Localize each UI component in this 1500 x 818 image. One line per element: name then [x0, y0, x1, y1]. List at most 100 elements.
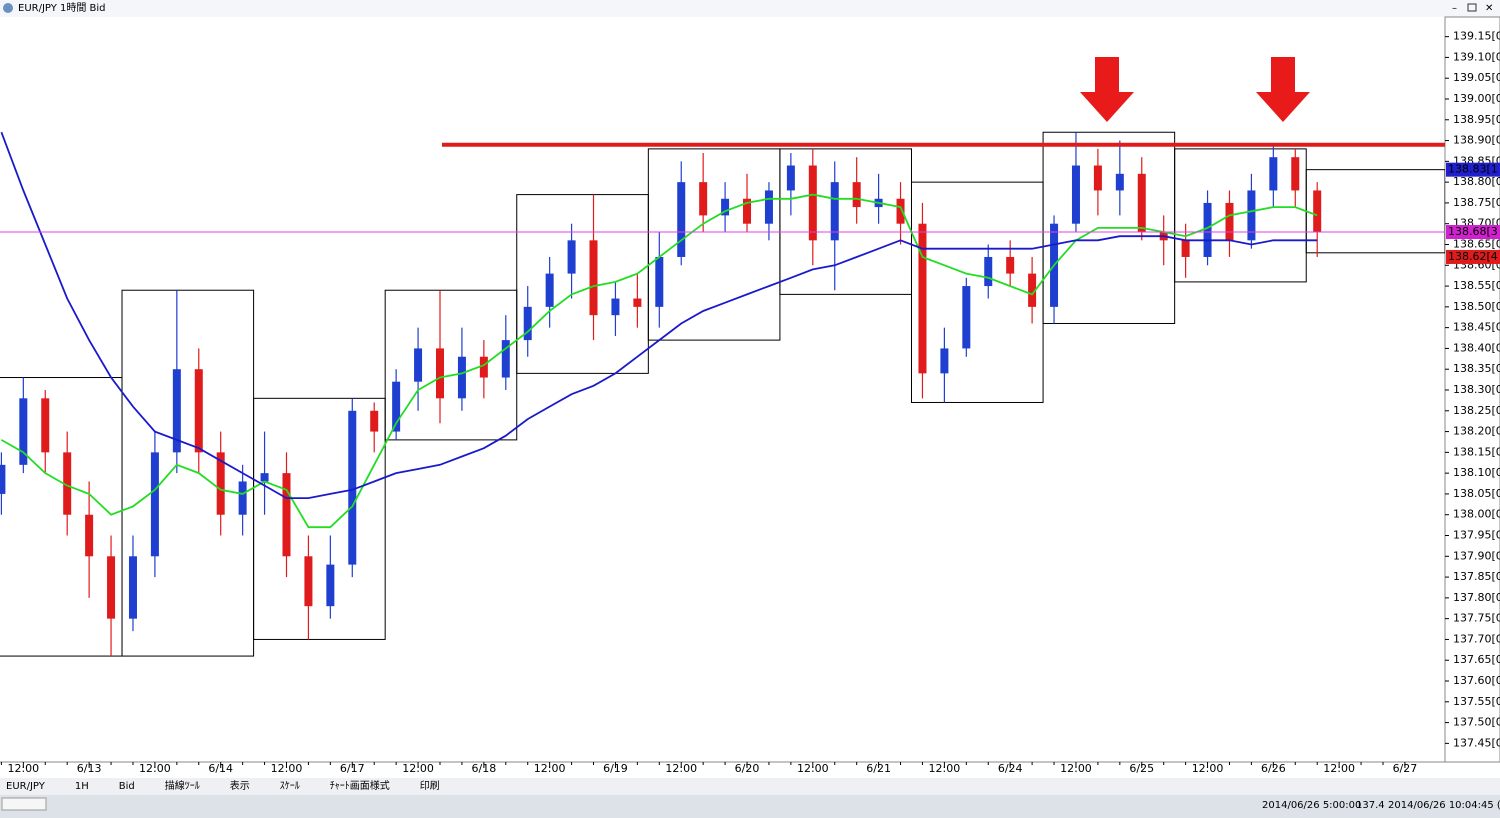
maximize[interactable]	[1467, 3, 1477, 12]
toolbar-item[interactable]: 表示	[230, 779, 250, 792]
toolbar-item[interactable]: EUR/JPY	[6, 781, 46, 792]
x-tick-label: 6/18	[472, 762, 497, 775]
candle-body	[1115, 173, 1124, 191]
x-tick-label: 12:00	[271, 762, 303, 775]
y-tick-label: 138.55[0]	[1453, 279, 1500, 292]
y-tick-label: 137.70[0]	[1453, 632, 1500, 645]
y-tick-label: 139.15[0]	[1453, 30, 1500, 43]
plot-area	[0, 17, 1445, 762]
y-tick-label: 139.10[0]	[1453, 50, 1500, 63]
candle-body	[611, 298, 620, 316]
y-tick-label: 137.90[0]	[1453, 549, 1500, 562]
candle-body	[677, 182, 686, 257]
y-tick-label: 137.95[0]	[1453, 529, 1500, 542]
price-tag	[1446, 162, 1500, 177]
candle-body	[1006, 256, 1015, 274]
candle-body	[1247, 190, 1256, 241]
toolbar-item[interactable]: ﾁｬｰﾄ画面様式	[330, 779, 390, 792]
candle-body	[764, 190, 773, 224]
candle-body	[633, 298, 642, 307]
arrow	[1080, 57, 1134, 122]
candle-body	[786, 165, 795, 191]
candle-body	[918, 223, 927, 374]
candle-body	[896, 198, 905, 224]
toolbar-item[interactable]: 1H	[75, 781, 89, 792]
candle-body	[1313, 190, 1322, 233]
x-tick-label: 6/26	[1261, 762, 1286, 775]
arrow	[1256, 57, 1310, 122]
candle-body	[1137, 173, 1146, 233]
y-tick-label: 138.40[0]	[1453, 341, 1500, 354]
candle-body	[63, 452, 72, 515]
minimize[interactable]: –	[1452, 3, 1457, 14]
x-tick-label: 6/13	[77, 762, 102, 775]
x-tick-label: 12:00	[665, 762, 697, 775]
x-tick-label: 12:00	[797, 762, 829, 775]
x-tick-label: 12:00	[534, 762, 566, 775]
status-bar	[0, 795, 1500, 818]
moving-average	[0, 193, 1318, 529]
candle-body	[545, 273, 554, 307]
y-tick-label: 137.60[0]	[1453, 674, 1500, 687]
y-tick-label: 138.95[0]	[1453, 113, 1500, 126]
x-tick-label: 6/19	[603, 762, 628, 775]
annotation-arrows	[1080, 57, 1310, 122]
candle-body	[589, 240, 598, 316]
candle-body	[699, 182, 708, 216]
x-tick-label: 12:00	[7, 762, 39, 775]
app-icon	[3, 3, 13, 13]
candle-body	[1269, 157, 1278, 191]
candle-body	[260, 473, 269, 482]
candle-body	[107, 556, 116, 619]
x-tick-label: 12:00	[1323, 762, 1355, 775]
toolbar-item[interactable]: Bid	[119, 781, 135, 792]
x-tick-label: 6/21	[866, 762, 891, 775]
status-time: 2014/06/26 5:00:00	[1262, 800, 1361, 811]
y-tick-label: 139.00[0]	[1453, 92, 1500, 105]
candle-body	[41, 398, 50, 453]
candle-body	[1291, 157, 1300, 191]
candle-body	[0, 464, 6, 494]
price-tag	[1446, 249, 1500, 264]
candle-body	[370, 410, 379, 432]
toolbar-item[interactable]: 印刷	[420, 780, 440, 792]
candle-body	[1181, 240, 1190, 257]
candle-body	[1093, 165, 1102, 191]
x-tick-label: 12:00	[139, 762, 171, 775]
candle-body	[1203, 202, 1212, 257]
y-tick-label: 138.30[0]	[1453, 383, 1500, 396]
close[interactable]: ✕	[1485, 3, 1493, 14]
x-tick-label: 12:00	[1192, 762, 1224, 775]
x-tick-label: 6/24	[998, 762, 1023, 775]
candle-body	[743, 198, 752, 224]
plot	[0, 131, 1445, 657]
y-tick-label: 137.75[0]	[1453, 612, 1500, 625]
price-tag-label: 138.68[3	[1448, 225, 1498, 238]
y-tick-label: 138.80[0]	[1453, 175, 1500, 188]
candle-body	[282, 473, 291, 557]
x-tick-label: 6/14	[208, 762, 233, 775]
y-tick-label: 139.05[0]	[1453, 71, 1500, 84]
axes: 137.45[0] 137.50[0] 137.55[0] 137.60[0] 137.…	[0, 30, 1500, 775]
candle-body	[1071, 165, 1080, 224]
candle-body	[194, 369, 203, 453]
scrollbar[interactable]	[1, 797, 47, 811]
status-clock: 2014/06/26 10:04:45 (Lo	[1388, 800, 1500, 811]
toolbar-item[interactable]: 描線ﾂｰﾙ	[165, 779, 200, 792]
candle-body	[852, 182, 861, 208]
y-tick-label: 138.45[0]	[1453, 321, 1500, 334]
candle-body	[414, 348, 423, 382]
y-tick-label: 138.65[0]	[1453, 237, 1500, 250]
price-tag	[1446, 225, 1500, 240]
candle-body	[216, 452, 225, 515]
toolbar-item[interactable]: ｽｹｰﾙ	[280, 780, 300, 792]
candle-body	[85, 514, 94, 557]
status-price: 137.4	[1356, 800, 1385, 811]
y-tick-label: 138.05[0]	[1453, 487, 1500, 500]
y-tick-label: 137.65[0]	[1453, 653, 1500, 666]
y-tick-label: 138.00[0]	[1453, 508, 1500, 521]
x-tick-label: 12:00	[402, 762, 434, 775]
window-controls[interactable]: – ✕	[1452, 3, 1493, 14]
price-tag-label: 138.83[1	[1448, 163, 1498, 176]
